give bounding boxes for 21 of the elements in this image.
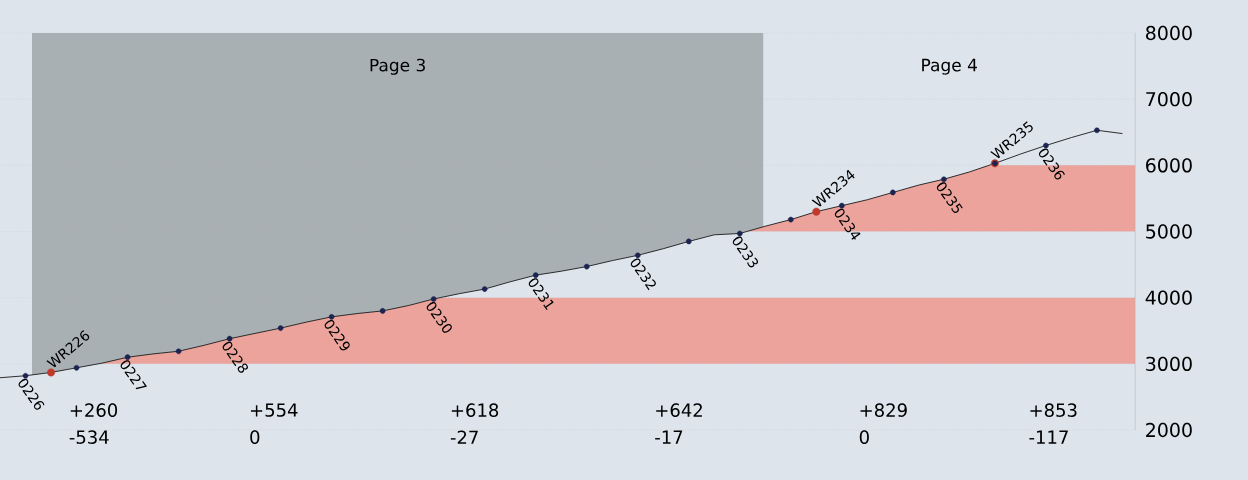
y-tick-label: 7000: [1146, 91, 1192, 107]
y-tick-label: 3000: [1146, 356, 1192, 372]
annotation: +260: [70, 403, 118, 417]
y-tick-label: 8000: [1146, 25, 1192, 41]
y-tick-label: 5000: [1146, 224, 1192, 239]
y-tick-label: 2000: [1146, 422, 1192, 438]
y-tick-label: 6000: [1146, 158, 1192, 173]
text: -27: [450, 430, 478, 444]
text: -17: [655, 430, 683, 444]
annotation: Page 3: [370, 58, 425, 75]
y-tick-label: 4000: [1145, 290, 1192, 305]
annotation: +554: [250, 403, 298, 417]
text: -534: [69, 430, 109, 444]
annotation: +829: [860, 403, 907, 417]
annotation: +853: [1030, 403, 1077, 417]
annotation: +642: [656, 403, 702, 417]
annotation: +618: [451, 403, 499, 417]
text: -117: [1029, 430, 1068, 444]
text: 0: [250, 430, 260, 444]
annotation: Page 4: [922, 58, 977, 75]
text: 0: [859, 430, 869, 444]
